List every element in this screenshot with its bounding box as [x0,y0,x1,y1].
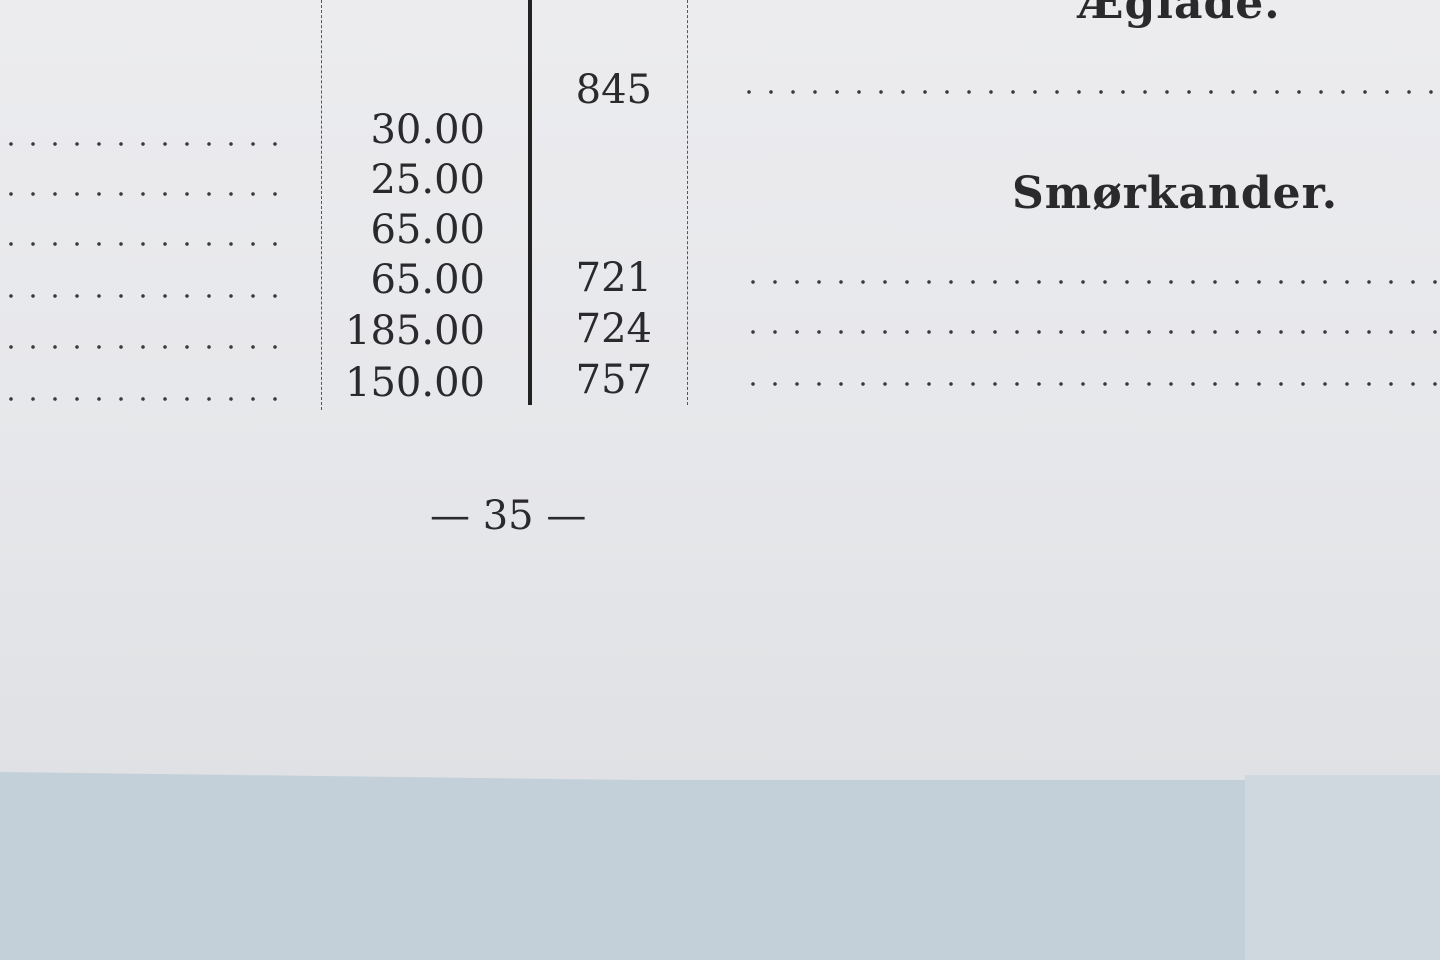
item-price: 65.00 [370,207,485,253]
leader-dots [0,142,295,146]
column-divider-main [528,0,532,405]
leader-dots [742,280,1440,284]
item-number: 721 [575,255,652,301]
page-number: — 35 — [430,493,587,539]
item-price: 65.00 [370,257,485,303]
leader-dots [0,345,295,349]
leader-dots [738,90,1440,94]
heading-smorkander: Smørkander. [1012,168,1339,219]
item-price: 150.00 [345,360,485,406]
leader-dots [0,242,295,246]
leader-dots [742,382,1440,386]
column-divider-right [687,0,688,405]
catalog-page [0,0,1440,780]
leader-dots [0,397,295,401]
item-price: 30.00 [370,107,485,153]
leader-dots [0,294,295,298]
item-number: 845 [575,67,652,113]
leader-dots [742,330,1440,334]
item-number: 724 [575,306,652,352]
item-price: 25.00 [370,157,485,203]
item-number: 757 [575,357,652,403]
underlying-sheet [1245,775,1440,960]
heading-aeglade: Æglade. [1078,0,1281,29]
leader-dots [0,192,295,196]
item-price: 185.00 [345,308,485,354]
column-divider-left [321,0,322,410]
